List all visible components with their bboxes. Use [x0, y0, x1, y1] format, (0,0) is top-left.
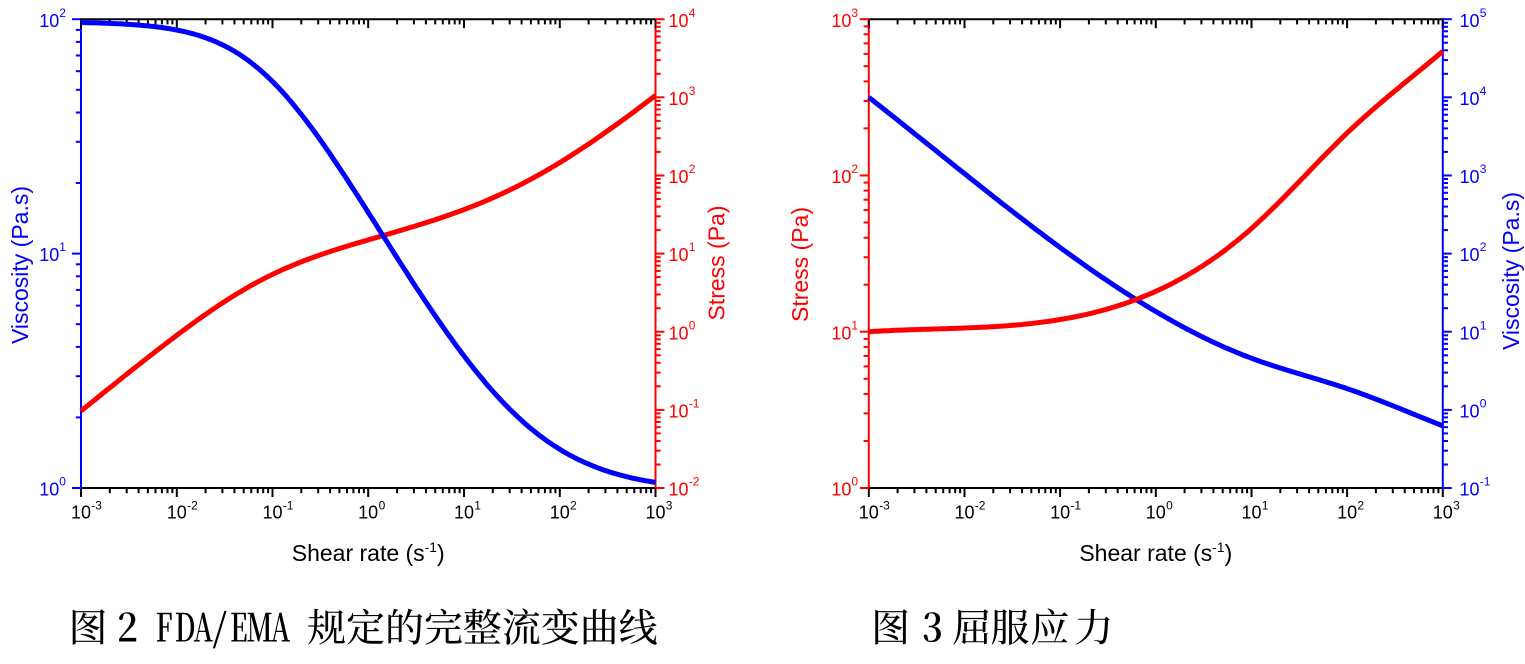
svg-text:2: 2: [689, 162, 696, 176]
svg-text:10: 10: [1050, 503, 1070, 523]
svg-text:10: 10: [859, 503, 879, 523]
svg-text:4: 4: [1480, 84, 1487, 98]
svg-text:0: 0: [59, 475, 66, 489]
svg-text:10: 10: [669, 402, 689, 422]
svg-text:10: 10: [1433, 503, 1453, 523]
svg-text:1: 1: [59, 240, 66, 254]
svg-text:10: 10: [358, 503, 378, 523]
svg-text:1: 1: [1262, 499, 1269, 513]
svg-text:10: 10: [1460, 11, 1480, 31]
svg-text:-1: -1: [283, 499, 294, 513]
svg-text:10: 10: [1460, 89, 1480, 109]
svg-text:10: 10: [1460, 402, 1480, 422]
svg-text:0: 0: [689, 318, 696, 332]
svg-text:10: 10: [550, 503, 570, 523]
svg-text:10: 10: [669, 11, 689, 31]
svg-text:10: 10: [1146, 503, 1166, 523]
svg-text:10: 10: [1460, 245, 1480, 265]
svg-text:10: 10: [954, 503, 974, 523]
svg-text:Shear rate (s-1): Shear rate (s-1): [1079, 540, 1232, 566]
svg-text:Stress (Pa): Stress (Pa): [787, 207, 813, 322]
svg-text:3: 3: [1453, 499, 1460, 513]
svg-text:-3: -3: [879, 499, 890, 513]
svg-text:10: 10: [831, 480, 851, 500]
svg-text:3: 3: [666, 499, 673, 513]
svg-text:10: 10: [645, 503, 665, 523]
svg-text:10: 10: [669, 323, 689, 343]
svg-text:2: 2: [59, 6, 66, 20]
svg-text:10: 10: [831, 167, 851, 187]
svg-text:Viscosity (Pa.s): Viscosity (Pa.s): [1498, 192, 1524, 350]
svg-text:-1: -1: [1480, 475, 1491, 489]
svg-text:10: 10: [1460, 323, 1480, 343]
svg-text:10: 10: [167, 503, 187, 523]
svg-text:4: 4: [689, 6, 696, 20]
svg-text:10: 10: [1460, 167, 1480, 187]
svg-text:10: 10: [669, 480, 689, 500]
svg-text:10: 10: [39, 480, 59, 500]
svg-text:5: 5: [1480, 6, 1487, 20]
svg-text:10: 10: [454, 503, 474, 523]
svg-text:-1: -1: [689, 397, 700, 411]
svg-text:10: 10: [831, 323, 851, 343]
svg-text:10: 10: [39, 11, 59, 31]
svg-text:-1: -1: [1070, 499, 1081, 513]
svg-text:0: 0: [379, 499, 386, 513]
svg-text:0: 0: [1480, 397, 1487, 411]
svg-text:10: 10: [1460, 480, 1480, 500]
svg-text:2: 2: [1480, 240, 1487, 254]
svg-text:2: 2: [1357, 499, 1364, 513]
svg-text:Shear rate (s-1): Shear rate (s-1): [292, 540, 445, 566]
svg-text:3: 3: [851, 6, 858, 20]
svg-text:10: 10: [1241, 503, 1261, 523]
svg-text:10: 10: [669, 89, 689, 109]
svg-text:-2: -2: [975, 499, 986, 513]
svg-text:3: 3: [1480, 162, 1487, 176]
svg-text:2: 2: [570, 499, 577, 513]
svg-text:-3: -3: [91, 499, 102, 513]
svg-text:-2: -2: [187, 499, 198, 513]
svg-text:3: 3: [689, 84, 696, 98]
svg-text:Viscosity (Pa.s): Viscosity (Pa.s): [7, 186, 33, 344]
svg-text:10: 10: [669, 167, 689, 187]
svg-text:2: 2: [851, 162, 858, 176]
svg-text:-2: -2: [689, 475, 700, 489]
svg-text:1: 1: [689, 240, 696, 254]
svg-text:1: 1: [474, 499, 481, 513]
svg-text:1: 1: [851, 318, 858, 332]
svg-text:0: 0: [1166, 499, 1173, 513]
svg-text:10: 10: [71, 503, 91, 523]
svg-text:10: 10: [1337, 503, 1357, 523]
svg-text:1: 1: [1480, 318, 1487, 332]
svg-text:10: 10: [262, 503, 282, 523]
svg-text:Stress (Pa): Stress (Pa): [704, 205, 730, 320]
svg-text:10: 10: [39, 245, 59, 265]
svg-text:0: 0: [851, 475, 858, 489]
svg-text:10: 10: [831, 11, 851, 31]
svg-text:10: 10: [669, 245, 689, 265]
